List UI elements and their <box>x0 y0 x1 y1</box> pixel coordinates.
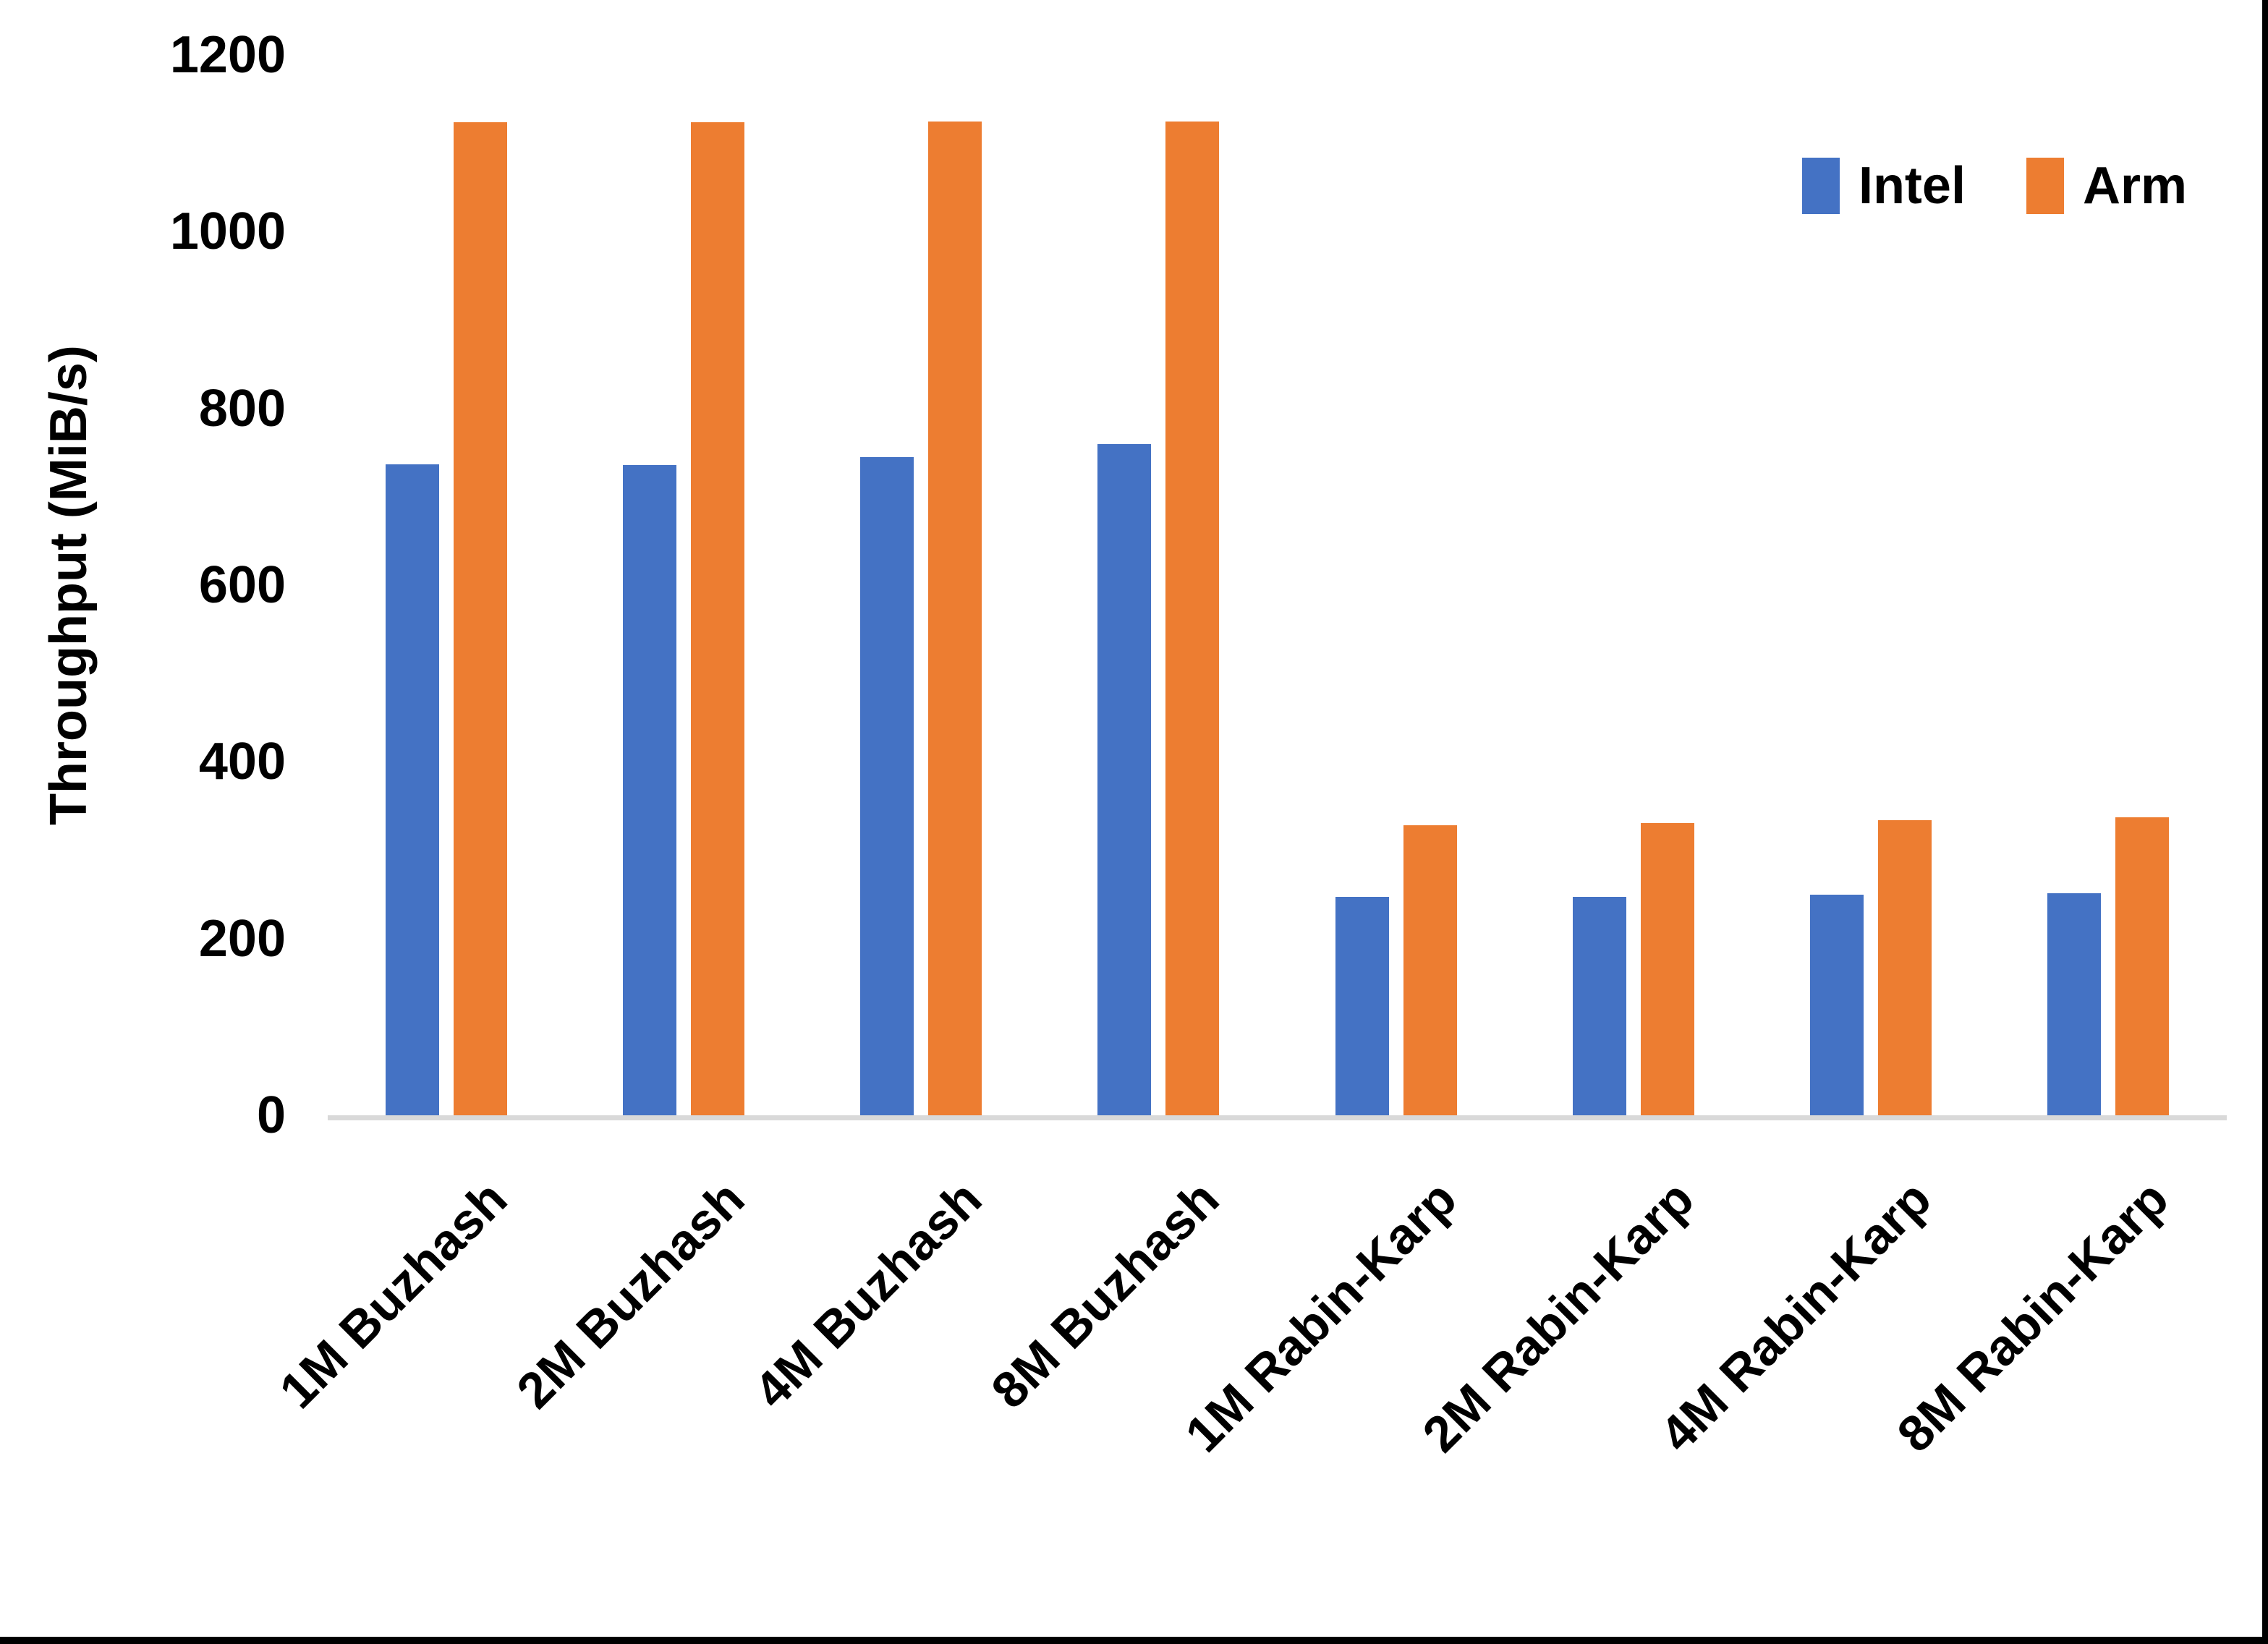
bar-arm-1m-buzhash <box>454 122 508 1115</box>
x-tick-label-2m-buzhash: 2M Buzhash <box>506 1170 755 1419</box>
x-tick-label-4m-buzhash: 4M Buzhash <box>743 1170 993 1419</box>
bar-arm-4m-rabin-karp <box>1877 819 1932 1115</box>
bar-intel-2m-buzhash <box>623 464 677 1115</box>
x-axis-line <box>328 1115 2227 1120</box>
bar-intel-8m-buzhash <box>1097 443 1152 1115</box>
y-tick-label-0: 0 <box>256 1086 286 1144</box>
bar-intel-4m-rabin-karp <box>1809 894 1864 1115</box>
bar-arm-8m-rabin-karp <box>2115 817 2169 1115</box>
screen-edge-right <box>2262 0 2268 1644</box>
bar-intel-8m-rabin-karp <box>2047 893 2101 1115</box>
y-tick-label-1200: 1200 <box>169 26 286 84</box>
bar-arm-8m-buzhash <box>1165 121 1220 1115</box>
y-tick-label-800: 800 <box>198 379 286 438</box>
legend-swatch-intel <box>1801 158 1840 214</box>
bar-intel-2m-rabin-karp <box>1572 897 1626 1115</box>
x-tick-label-1m-buzhash: 1M Buzhash <box>268 1170 518 1419</box>
bar-intel-4m-buzhash <box>860 456 914 1115</box>
bar-intel-1m-buzhash <box>386 464 440 1115</box>
bar-arm-1m-rabin-karp <box>1403 825 1457 1115</box>
y-tick-label-200: 200 <box>198 909 286 968</box>
y-tick-label-400: 400 <box>198 733 286 791</box>
bar-intel-1m-rabin-karp <box>1335 897 1389 1115</box>
legend: Intel Arm <box>1801 157 2187 215</box>
bar-arm-2m-buzhash <box>691 122 745 1115</box>
x-tick-label-8m-buzhash: 8M Buzhash <box>980 1170 1230 1419</box>
legend-label-arm: Arm <box>2082 157 2187 215</box>
bar-arm-2m-rabin-karp <box>1640 822 1694 1115</box>
y-tick-label-1000: 1000 <box>169 203 286 261</box>
legend-label-intel: Intel <box>1858 157 1966 215</box>
y-tick-label-600: 600 <box>198 556 286 614</box>
legend-swatch-arm <box>2026 158 2064 214</box>
bar-arm-4m-buzhash <box>928 121 982 1115</box>
screen-edge-bottom <box>0 1637 2268 1644</box>
